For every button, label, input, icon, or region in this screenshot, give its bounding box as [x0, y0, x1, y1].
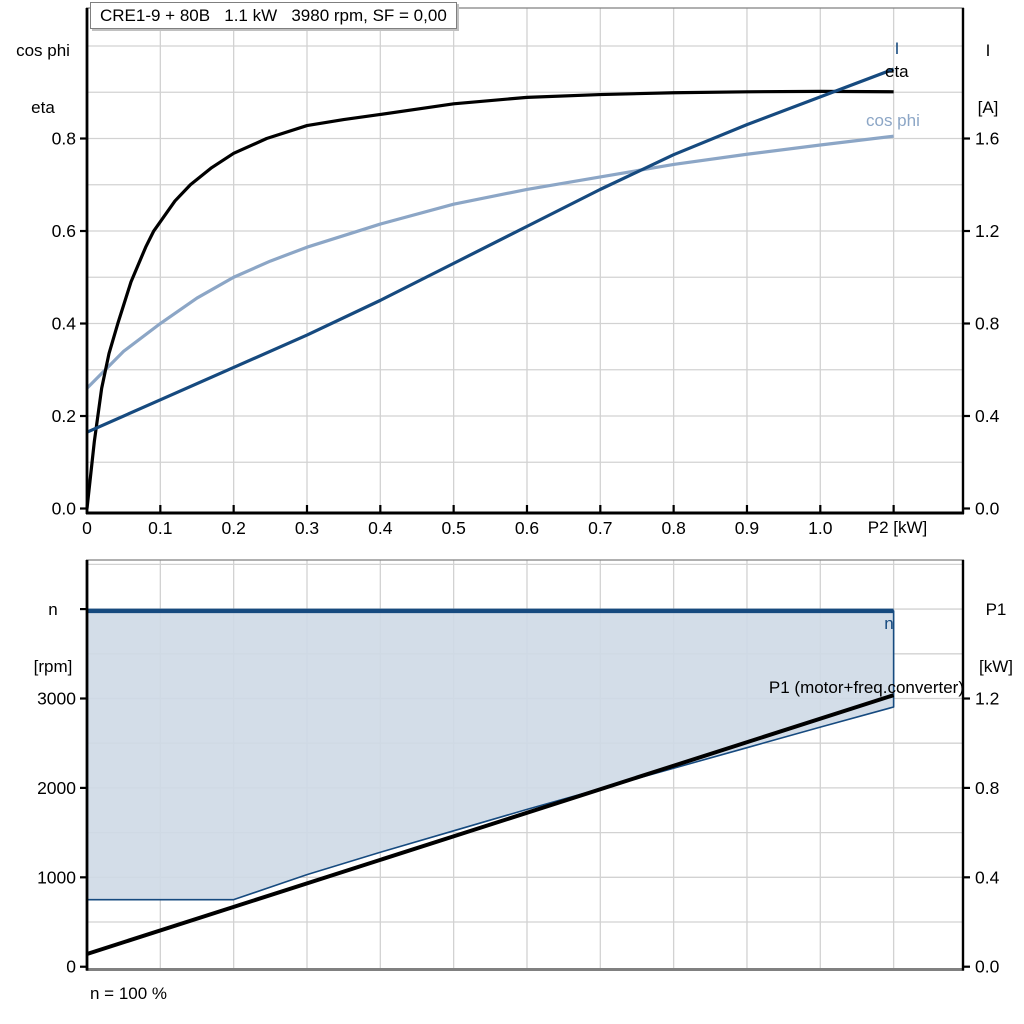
right-tick-label: 0.4 [975, 867, 1000, 887]
x-tick-label: 0.8 [661, 518, 685, 538]
right-tick-label: 1.6 [975, 129, 999, 149]
left-tick-label: 0.8 [52, 129, 76, 149]
cos-phi-axis-title: cos phi [16, 41, 70, 60]
right-tick-label: 0.0 [975, 957, 1000, 977]
bottom-chart: 0 1000 2000 3000 0.0 0.4 0.8 1.2 [37, 559, 1000, 977]
cos-phi-curve-label: cos phi [866, 111, 920, 130]
kw-unit-label: [kW] [979, 657, 1013, 676]
left-tick-label: 0.6 [52, 221, 76, 241]
ampere-unit-label: [A] [977, 98, 999, 117]
x-tick-label: 0.4 [368, 518, 393, 538]
axes-frame [85, 7, 965, 515]
p2-axis-title: P2 [kW] [867, 518, 928, 537]
left-tick-label: 0.2 [52, 406, 76, 426]
speed-axis-title: n [48, 600, 58, 619]
left-tick-label: 1000 [37, 867, 76, 887]
p1-motor-freq-converter--curve [86, 693, 895, 956]
eta-curve-label: eta [885, 62, 909, 81]
p1-axis-title: P1 [985, 600, 1007, 619]
chart-title: CRE1-9 + 80B 1.1 kW 3980 rpm, SF = 0,00 [90, 2, 457, 29]
left-tick-label: 0 [66, 957, 76, 977]
x-tick-label: 0.9 [735, 518, 759, 538]
left-tick-label: 0.4 [52, 314, 77, 334]
speed-percent-footnote: n = 100 % [90, 984, 168, 1003]
x-tick-label: 0.7 [588, 518, 612, 538]
gridlines [87, 8, 963, 513]
eta-axis-title: eta [31, 98, 55, 117]
speed-curve-label: n [884, 614, 894, 633]
cos-phi-curve [85, 134, 894, 390]
right-tick-label: 0.0 [975, 498, 1000, 518]
left-tick-label: 0.0 [52, 499, 77, 519]
right-tick-label: 1.2 [975, 221, 999, 241]
bottom-right-axis-title: P1 [kW] [968, 562, 1024, 714]
top-chart: 0.0 0.2 0.4 0.6 0.8 0.0 0.4 0.8 1.2 1.6 0 0.1 0.2 0.3… [52, 7, 1000, 538]
tick-marks [80, 607, 970, 968]
x-tick-label: 0 [82, 518, 92, 538]
top-right-axis-title: I [A] [960, 3, 1016, 155]
tick-marks [80, 137, 970, 513]
left-tick-label: 3000 [37, 688, 76, 708]
rpm-unit-label: [rpm] [33, 657, 73, 676]
eta-curve [85, 89, 894, 509]
x-tick-label: 0.2 [221, 518, 245, 538]
tick-labels: 0.0 0.2 0.4 0.6 0.8 0.0 0.4 0.8 1.2 1.6 0 0.1 0.2 0.3… [52, 129, 1000, 538]
current-curve-label: I [894, 39, 900, 58]
axes-frame [85, 559, 965, 971]
i-curve [86, 67, 895, 434]
speed-operating-range [86, 610, 895, 901]
x-tick-label: 0.5 [441, 518, 465, 538]
x-tick-label: 1.0 [808, 518, 833, 538]
x-tick-label: 0.1 [148, 518, 172, 538]
right-tick-label: 0.4 [975, 406, 1000, 426]
x-tick-label: 0.6 [515, 518, 539, 538]
tick-labels: 0 1000 2000 3000 0.0 0.4 0.8 1.2 [37, 688, 1000, 976]
bottom-left-axis-title: n [rpm] [22, 562, 84, 714]
p1-curve-label: P1 (motor+freq.converter) [768, 678, 964, 697]
current-axis-title: I [985, 41, 991, 60]
right-tick-label: 0.8 [975, 778, 999, 798]
right-tick-label: 0.8 [975, 314, 999, 334]
right-tick-label: 1.2 [975, 689, 999, 709]
x-tick-label: 0.3 [295, 518, 319, 538]
top-left-axis-title: cos phi eta [4, 3, 82, 155]
left-tick-label: 2000 [37, 778, 76, 798]
